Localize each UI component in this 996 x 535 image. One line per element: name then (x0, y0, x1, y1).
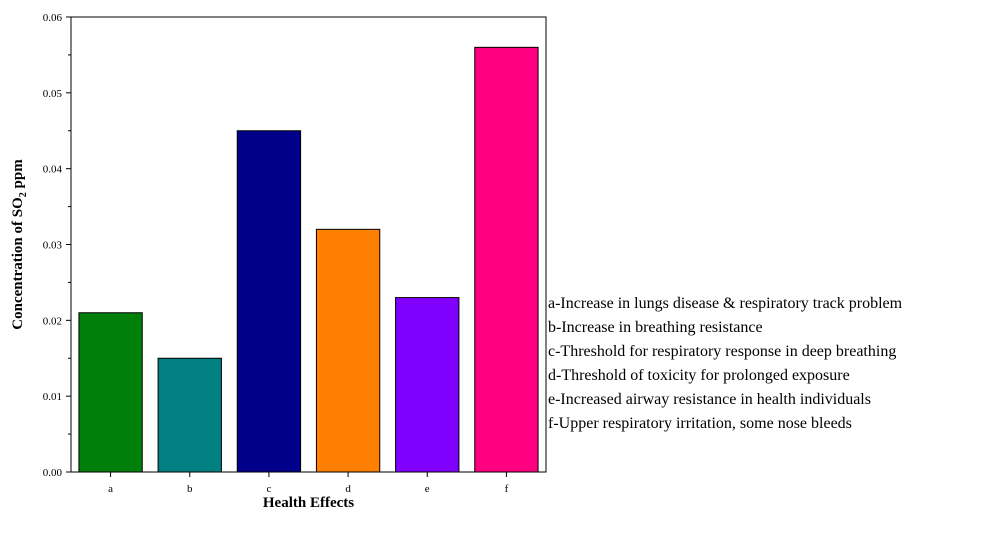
x-tick-label: c (266, 483, 271, 495)
bar-f (474, 46, 539, 473)
legend-item: b-Increase in breathing resistance (548, 319, 763, 336)
bar-d (315, 228, 381, 473)
x-tick-label: f (505, 483, 509, 495)
bar-e (395, 297, 460, 473)
y-axis-title-unit: ppm (10, 159, 26, 192)
x-tick-label: e (425, 483, 430, 495)
x-axis-title: Health Effects (263, 495, 354, 511)
legend-item: e-Increased airway resistance in health … (548, 391, 871, 408)
bars (78, 46, 539, 473)
legend-item: d-Threshold of toxicity for prolonged ex… (548, 367, 850, 384)
bar-a (78, 312, 143, 473)
bar-b (157, 357, 222, 473)
y-tick-label: 0.03 (43, 240, 63, 252)
y-axis-title-main: Concentration of SO (10, 197, 26, 330)
y-axis-title: Concentration of SO2 ppm (10, 159, 29, 330)
bar-c (236, 130, 302, 473)
legend-item: c-Threshold for respiratory response in … (548, 343, 897, 360)
x-axis-ticks: a b c d e f (108, 472, 509, 495)
y-tick-label: 0.01 (43, 391, 62, 403)
y-tick-label: 0.04 (43, 164, 63, 176)
y-tick-label: 0.02 (43, 315, 62, 327)
y-axis-title-subscript: 2 (18, 192, 29, 197)
y-tick-label: 0.06 (43, 12, 63, 24)
x-tick-label: d (345, 483, 351, 495)
y-tick-label: 0.00 (43, 467, 63, 479)
y-tick-label: 0.05 (43, 88, 63, 100)
y-axis-ticks: 0.00 0.01 0.02 0.03 0.04 0.05 0.06 (43, 12, 71, 479)
legend: a-Increase in lungs disease & respirator… (548, 292, 902, 436)
legend-item: a-Increase in lungs disease & respirator… (548, 295, 903, 312)
legend-item: f-Upper respiratory irritation, some nos… (548, 415, 852, 432)
x-tick-label: b (187, 483, 193, 495)
x-tick-label: a (108, 483, 113, 495)
